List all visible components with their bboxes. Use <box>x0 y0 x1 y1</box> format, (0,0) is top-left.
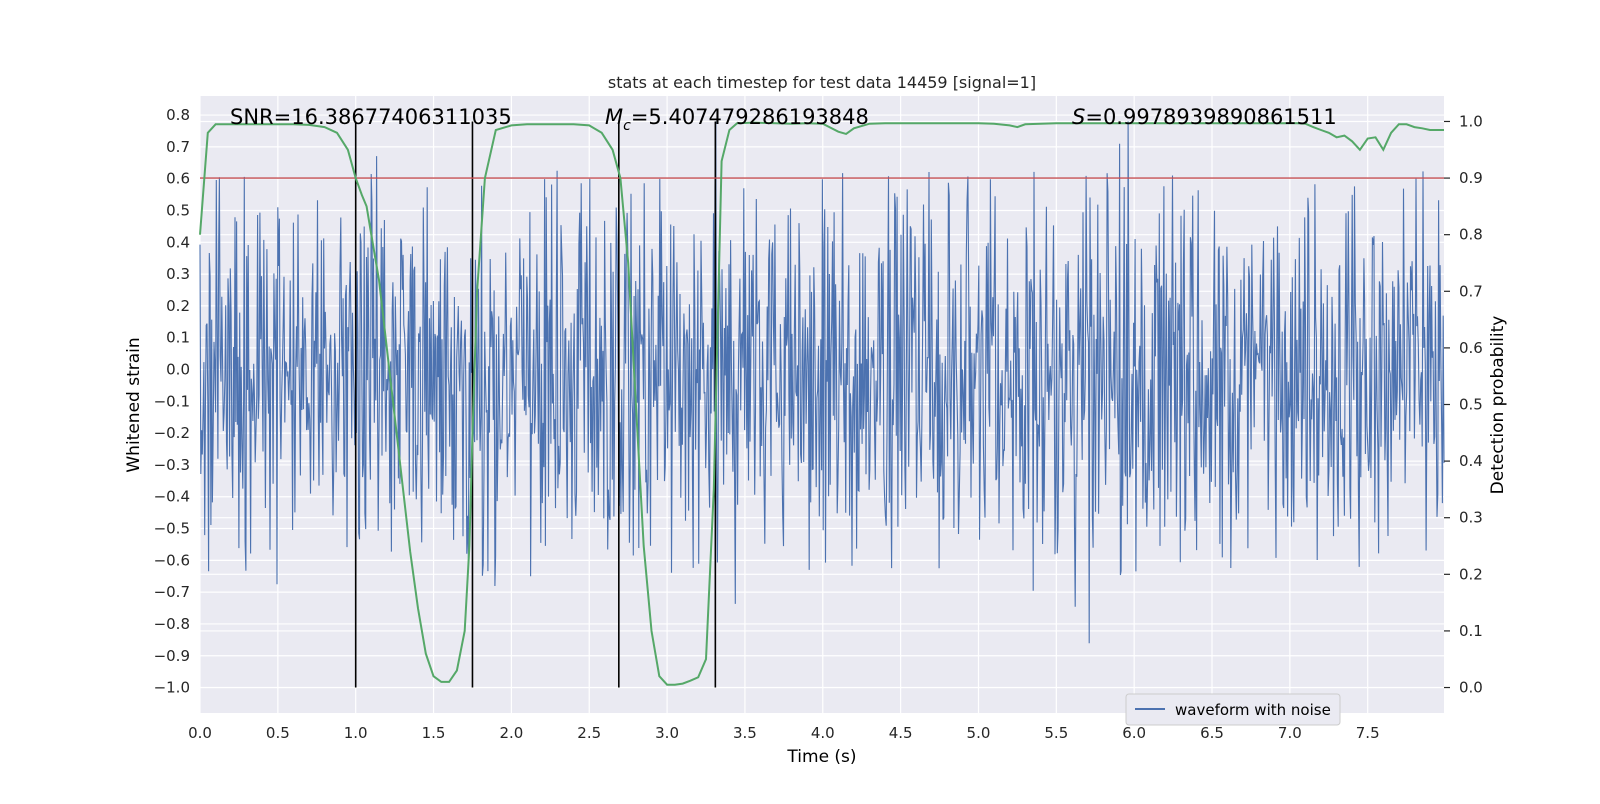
x-tick-label: 2.0 <box>499 724 523 742</box>
y-tick-label: −0.8 <box>154 615 190 633</box>
y-tick-label: −0.9 <box>154 647 190 665</box>
x-tick-label: 4.0 <box>811 724 835 742</box>
y2-tick-label: 0.7 <box>1459 282 1483 300</box>
statistic-symbol: S <box>1072 105 1085 129</box>
y2-tick-label: 0.1 <box>1459 622 1483 640</box>
x-axis-ticks: 0.0 0.5 1.0 1.5 2.0 2.5 3.0 3.5 4.0 4.5 5.0 5.5 6.0 6… <box>188 724 1380 742</box>
x-tick-label: 6.0 <box>1122 724 1146 742</box>
y-tick-label: 0.5 <box>166 201 190 219</box>
legend: waveform with noise <box>1125 693 1341 726</box>
y-tick-label: −0.7 <box>154 583 190 601</box>
x-tick-label: 0.5 <box>266 724 290 742</box>
chirp-mass-value: =5.407479286193848 <box>631 105 869 129</box>
waveform-line <box>199 121 1445 644</box>
y2-tick-label: 0.2 <box>1459 565 1483 583</box>
x-tick-label: 7.0 <box>1278 724 1302 742</box>
x-tick-label: 2.5 <box>577 724 601 742</box>
x-tick-label: 1.5 <box>422 724 446 742</box>
y2-tick-label: 0.8 <box>1459 226 1483 244</box>
legend-box <box>1125 693 1341 726</box>
y2-tick-label: 0.0 <box>1459 679 1483 697</box>
x-axis-label: Time (s) <box>786 747 856 767</box>
y2-tick-label: 0.3 <box>1459 509 1483 527</box>
y2-axis-ticks: 1.0 0.9 0.8 0.7 0.6 0.5 0.4 0.3 0.2 0.1 0.0 <box>1444 112 1483 697</box>
x-tick-label: 3.0 <box>655 724 679 742</box>
x-tick-label: 7.5 <box>1356 724 1380 742</box>
y-tick-label: 0.2 <box>166 297 190 315</box>
y-tick-label: 0.0 <box>166 361 190 379</box>
y-tick-label: −1.0 <box>154 679 190 697</box>
chirp-mass-symbol: M <box>605 105 623 129</box>
y-axis-label: Whitened strain <box>124 337 144 472</box>
statistic-value: =0.9978939890861511 <box>1085 105 1336 129</box>
y2-tick-label: 0.4 <box>1459 452 1483 470</box>
x-tick-label: 3.5 <box>733 724 757 742</box>
x-tick-label: 4.5 <box>889 724 913 742</box>
y-tick-label: −0.6 <box>154 551 190 569</box>
y2-tick-label: 0.6 <box>1459 339 1483 357</box>
y-tick-label: 0.3 <box>166 265 190 283</box>
y-tick-label: 0.7 <box>166 138 190 156</box>
x-tick-label: 5.0 <box>967 724 991 742</box>
chirp-mass-subscript: c <box>623 118 631 134</box>
probability-series <box>199 121 1444 686</box>
y-tick-label: 0.1 <box>166 329 190 347</box>
y2-tick-label: 0.5 <box>1459 396 1483 414</box>
chart-title: stats at each timestep for test data 144… <box>608 73 1036 92</box>
legend-label: waveform with noise <box>1175 701 1331 719</box>
y2-axis-label: Detection probability <box>1488 316 1508 495</box>
x-tick-label: 5.5 <box>1044 724 1068 742</box>
y-tick-label: 0.6 <box>166 170 190 188</box>
probability-line <box>199 121 1444 686</box>
waveform-series <box>199 121 1445 644</box>
snr-annotation: SNR=16.38677406311035 <box>230 105 512 129</box>
y2-tick-label: 0.9 <box>1459 169 1483 187</box>
chirp-mass-annotation: Mc=5.407479286193848 <box>605 105 869 134</box>
y-tick-label: −0.5 <box>154 520 190 538</box>
x-tick-label: 1.0 <box>344 724 368 742</box>
y-tick-label: −0.4 <box>154 488 190 506</box>
statistic-annotation: S=0.9978939890861511 <box>1072 105 1337 129</box>
x-tick-label: 0.0 <box>188 724 212 742</box>
y-tick-label: −0.1 <box>154 392 190 410</box>
y-tick-label: −0.3 <box>154 456 190 474</box>
y2-tick-label: 1.0 <box>1459 112 1483 130</box>
x-tick-label: 6.5 <box>1200 724 1224 742</box>
y-tick-label: 0.4 <box>166 233 190 251</box>
y-tick-label: −0.2 <box>154 424 190 442</box>
y-axis-ticks: 0.8 0.7 0.6 0.5 0.4 0.3 0.2 0.1 0.0 −0.1 −0.2 −0.3 −… <box>154 106 190 696</box>
y-tick-label: 0.8 <box>166 106 190 124</box>
